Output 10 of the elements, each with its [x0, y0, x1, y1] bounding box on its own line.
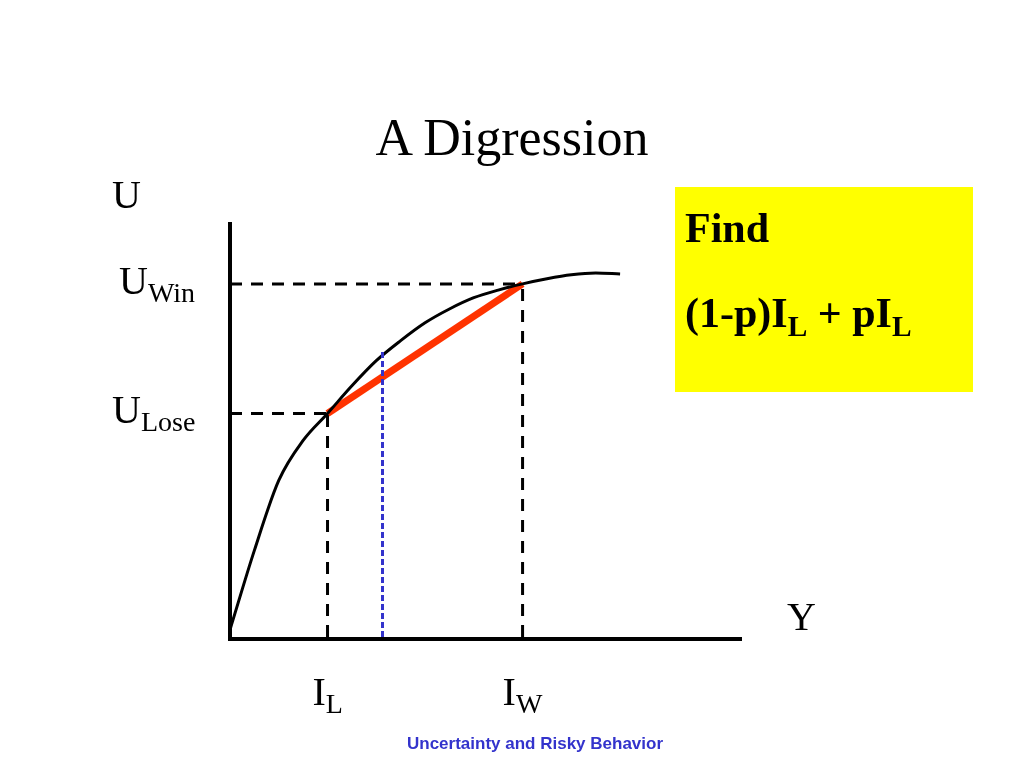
x-tick-label: I$_{L}$: [312, 669, 343, 720]
text: Uncertainty and Risky Behavior: [407, 734, 664, 753]
annotation: (1-p)I$_{L}$ + pI$_{L}$: [685, 290, 912, 342]
x-tick-label: I$_{W}$: [502, 669, 543, 720]
chart-title: A Digression: [375, 109, 649, 166]
callout-box: Find (1-p)I$_{L}$ + pI$_{L}$: [675, 187, 973, 392]
y-axis-title: U: [112, 172, 141, 217]
ref-line-label: U$_{Win}$: [119, 257, 195, 309]
ref-line-label: U$_{Lose}$: [112, 387, 196, 438]
x-axis-title: Y: [787, 594, 816, 639]
